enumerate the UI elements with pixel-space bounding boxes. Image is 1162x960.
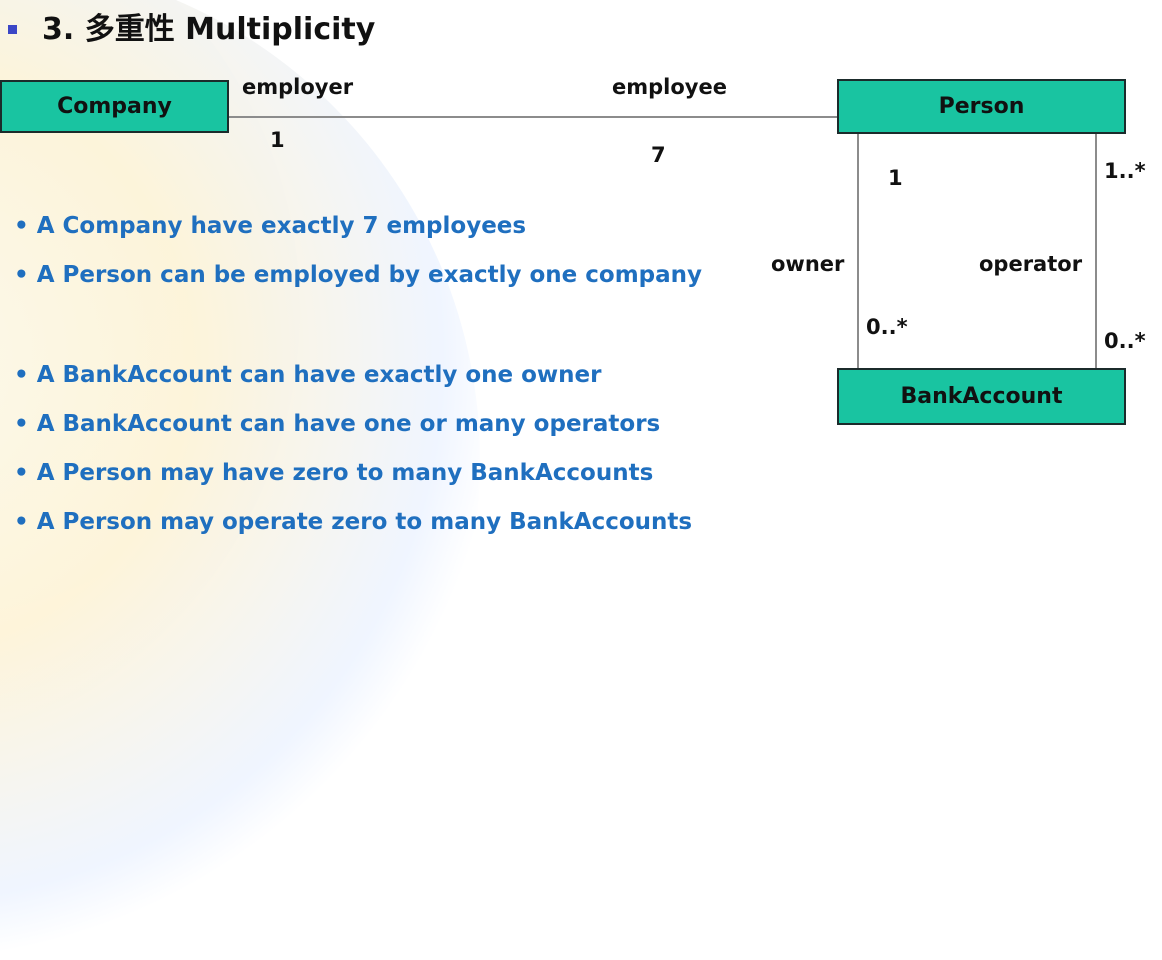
- owner-bottom-multiplicity: 0..*: [866, 315, 908, 339]
- employee-role-label: employee: [612, 75, 727, 99]
- bullet-dot: •: [14, 509, 29, 535]
- bullet-dot: •: [14, 262, 29, 288]
- operator-top-multiplicity: 1..*: [1104, 159, 1146, 183]
- owner-role-label: owner: [771, 252, 845, 276]
- bullet-item: • A BankAccount can have one or many oper…: [14, 411, 660, 437]
- person-class-name: Person: [938, 94, 1025, 119]
- company-class-box: Company: [0, 80, 229, 133]
- association-lines: [228, 116, 1097, 368]
- bullet-dot: •: [14, 362, 29, 388]
- person-class-box: Person: [837, 79, 1126, 134]
- bullet-item: • A BankAccount can have exactly one owne…: [14, 362, 602, 388]
- bullet-item: • A Company have exactly 7 employees: [14, 213, 526, 239]
- bullet-text: A Person can be employed by exactly one …: [36, 262, 703, 288]
- bullet-dot: •: [14, 460, 29, 486]
- employer-role-label: employer: [242, 75, 354, 99]
- title-bullet-icon: [8, 25, 17, 34]
- company-class-name: Company: [57, 94, 172, 119]
- bullet-item: • A Person may operate zero to many BankA…: [14, 509, 692, 535]
- operator-role-label: operator: [979, 252, 1083, 276]
- operator-bottom-multiplicity: 0..*: [1104, 329, 1146, 353]
- bullet-dot: •: [14, 213, 29, 239]
- bankaccount-class-box: BankAccount: [837, 368, 1126, 425]
- bullet-item: • A Person may have zero to many BankAcco…: [14, 460, 653, 486]
- bullet-text: A Company have exactly 7 employees: [36, 213, 527, 239]
- bullet-item: • A Person can be employed by exactly one…: [14, 262, 702, 288]
- bankaccount-class-name: BankAccount: [900, 384, 1063, 409]
- owner-top-multiplicity: 1: [888, 166, 903, 190]
- bullet-dot: •: [14, 411, 29, 437]
- employer-multiplicity: 1: [270, 128, 285, 152]
- slide-title: 3. 多重性 Multiplicity: [42, 12, 376, 47]
- bullet-text: A BankAccount can have one or many opera…: [36, 411, 661, 437]
- bullet-text: A Person may operate zero to many BankAc…: [36, 509, 693, 535]
- bullet-text: A BankAccount can have exactly one owner: [36, 362, 602, 388]
- bullet-text: A Person may have zero to many BankAccou…: [36, 460, 654, 486]
- employee-multiplicity: 7: [651, 143, 666, 167]
